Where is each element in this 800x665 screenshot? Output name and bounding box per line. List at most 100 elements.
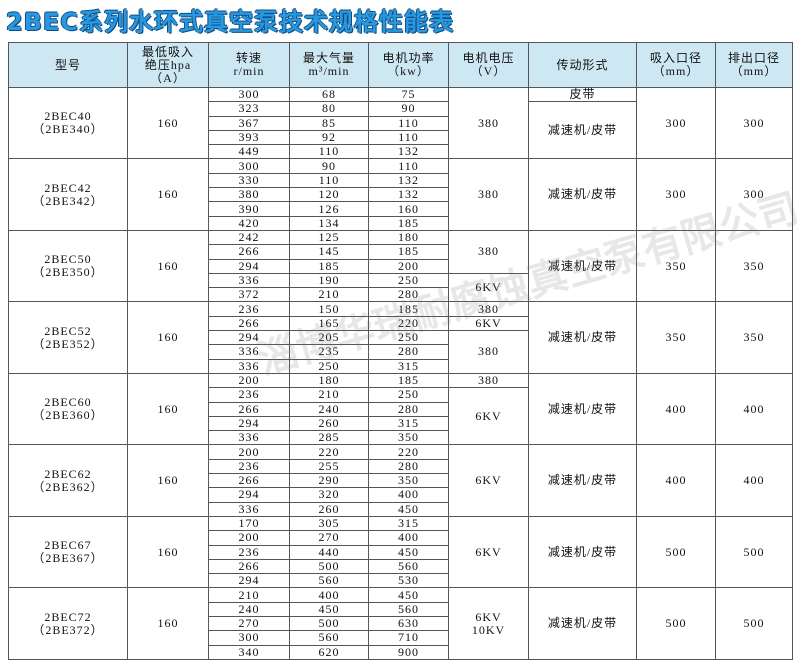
- speed: 236: [208, 458, 290, 475]
- flow: 260: [289, 501, 369, 517]
- min-pressure: 160: [127, 372, 209, 446]
- power: 132: [368, 144, 449, 160]
- flow: 285: [289, 430, 369, 446]
- power: 160: [368, 201, 449, 217]
- power: 630: [368, 615, 449, 632]
- model-cell: 2BEC62 （2BE362）: [8, 444, 128, 517]
- flow: 500: [289, 615, 369, 632]
- table-row: 330 110 132: [9, 172, 793, 189]
- drive: 减速机/皮带: [528, 444, 637, 517]
- header-line: 最低吸入: [141, 44, 194, 59]
- power: 900: [368, 644, 449, 660]
- speed: 330: [208, 172, 290, 189]
- table-row: 2BEC72 （2BE372） 160 210 400 450 6KV 10KV 减速机/皮带 5…: [8, 587, 793, 660]
- speed: 240: [208, 601, 290, 617]
- inlet: 350: [636, 229, 716, 303]
- speed: 336: [208, 430, 290, 446]
- speed: 200: [208, 530, 290, 546]
- voltage-line: 6KV: [475, 408, 502, 423]
- header-line: （A）: [150, 70, 186, 85]
- power: 200: [368, 258, 449, 274]
- flow: 80: [289, 101, 369, 117]
- speed: 323: [208, 101, 290, 117]
- speed: 236: [208, 387, 290, 403]
- voltage-line: 380: [478, 301, 499, 316]
- power: 400: [368, 530, 449, 546]
- flow: 85: [289, 115, 369, 131]
- speed: 266: [208, 244, 290, 260]
- power: 315: [368, 415, 449, 432]
- header-line: 吸入口径: [649, 51, 702, 65]
- header-line: （kw）: [387, 64, 430, 78]
- header-line: （mm）: [652, 64, 700, 78]
- flow: 500: [289, 558, 369, 575]
- flow: 450: [289, 601, 369, 617]
- flow: 190: [289, 272, 369, 289]
- voltage: 6KV 10KV: [448, 587, 529, 660]
- drive: 减速机/皮带: [528, 158, 637, 231]
- voltage-line: 380: [478, 115, 499, 130]
- flow: 560: [289, 573, 369, 589]
- table-row: 336 190 250 6KV: [9, 272, 793, 303]
- table-row: 449 110 132: [9, 144, 793, 160]
- drive: 减速机/皮带: [528, 372, 637, 446]
- model-alt: （2BE372）: [32, 622, 104, 637]
- model: 2BEC52: [44, 323, 92, 338]
- spec-table: 型号 最低吸入 绝压hpa （A） 转速 r/min 最大气量 m³/min 电机功率 （kw）电…: [8, 42, 793, 660]
- speed: 300: [208, 158, 290, 174]
- header-cell: 转速 r/min: [208, 42, 290, 88]
- table-row: 300 560 710: [9, 630, 793, 646]
- voltage-line: 380: [478, 244, 499, 259]
- header-line: （V）: [470, 64, 507, 78]
- flow: 145: [289, 244, 369, 260]
- model: 2BEC42: [44, 180, 92, 195]
- power: 185: [368, 215, 449, 231]
- title: 2BEC系列水环式真空泵技术规格性能表: [6, 8, 454, 36]
- voltage-line: 6KV: [475, 609, 502, 624]
- table-row: 294 205 250 380: [9, 330, 793, 374]
- flow: 560: [289, 630, 369, 646]
- voltage: 6KV: [448, 315, 529, 332]
- inlet: 350: [636, 301, 716, 374]
- flow: 305: [289, 515, 369, 532]
- speed: 236: [208, 301, 290, 317]
- table-row: 266 165 220 6KV: [9, 315, 793, 332]
- header-cell: 传动形式: [528, 42, 637, 88]
- power: 530: [368, 573, 449, 589]
- table-row: 294 185 200: [9, 258, 793, 274]
- power: 250: [368, 387, 449, 403]
- header-line: 排出口径: [727, 51, 780, 65]
- header-row: 型号 最低吸入 绝压hpa （A） 转速 r/min 最大气量 m³/min 电机功率 （kw）电…: [8, 42, 793, 88]
- model-cell: 2BEC52 （2BE352）: [8, 301, 128, 374]
- flow: 126: [289, 201, 369, 217]
- table-row: 2BEC60 （2BE360） 160 200 180 185 380 减速机/皮带 400 40…: [8, 372, 793, 446]
- power: 185: [368, 301, 449, 317]
- power: 560: [368, 558, 449, 575]
- voltage-line: 6KV: [475, 315, 502, 330]
- power: 110: [368, 129, 449, 146]
- speed: 266: [208, 401, 290, 417]
- speed: 266: [208, 473, 290, 489]
- inlet: 400: [636, 372, 716, 446]
- power: 110: [368, 158, 449, 174]
- voltage: 380: [448, 229, 529, 274]
- speed: 294: [208, 487, 290, 503]
- voltage-line: 10KV: [471, 622, 506, 637]
- power: 250: [368, 330, 449, 346]
- power: 185: [368, 244, 449, 260]
- power: 75: [368, 86, 449, 103]
- table-row: 294 560 530: [9, 573, 793, 589]
- model-cell: 2BEC40 （2BE340）: [8, 86, 128, 160]
- model-cell: 2BEC50 （2BE350）: [8, 229, 128, 303]
- flow: 68: [289, 86, 369, 103]
- flow: 620: [289, 644, 369, 660]
- model: 2BEC67: [44, 538, 92, 553]
- speed: 170: [208, 515, 290, 532]
- voltage: 380: [448, 158, 529, 231]
- min-pressure: 160: [127, 444, 209, 517]
- power: 90: [368, 101, 449, 117]
- power: 280: [368, 287, 449, 303]
- speed: 380: [208, 187, 290, 203]
